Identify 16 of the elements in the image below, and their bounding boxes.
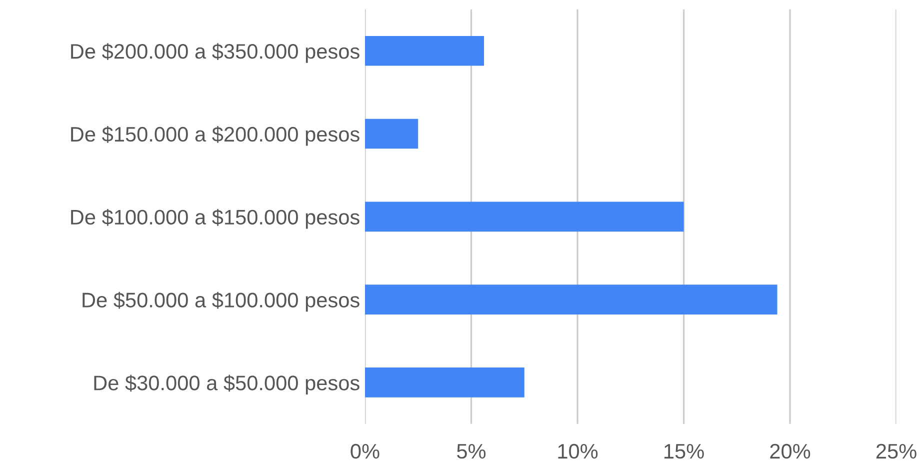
x-tick-label: 5% — [457, 444, 486, 459]
bar — [364, 284, 778, 314]
x-tick-label: 20% — [770, 444, 810, 459]
y-tick-label: De $50.000 a $100.000 pesos — [82, 292, 360, 312]
y-tick-label: De $100.000 a $150.000 pesos — [71, 208, 360, 229]
x-tick-label: 10% — [558, 444, 598, 459]
bar — [364, 202, 684, 232]
bar — [364, 368, 524, 398]
x-tick-label: 25% — [876, 444, 916, 459]
y-tick-label: De $30.000 a $50.000 pesos — [94, 374, 360, 394]
y-tick-label: De $200.000 a $350.000 pesos — [71, 43, 360, 63]
bar — [364, 36, 484, 66]
y-tick-label: De $150.000 a $200.000 pesos — [71, 126, 360, 146]
x-tick-label: 15% — [664, 444, 704, 459]
x-tick-label: 0% — [350, 444, 380, 459]
bar — [364, 118, 418, 149]
